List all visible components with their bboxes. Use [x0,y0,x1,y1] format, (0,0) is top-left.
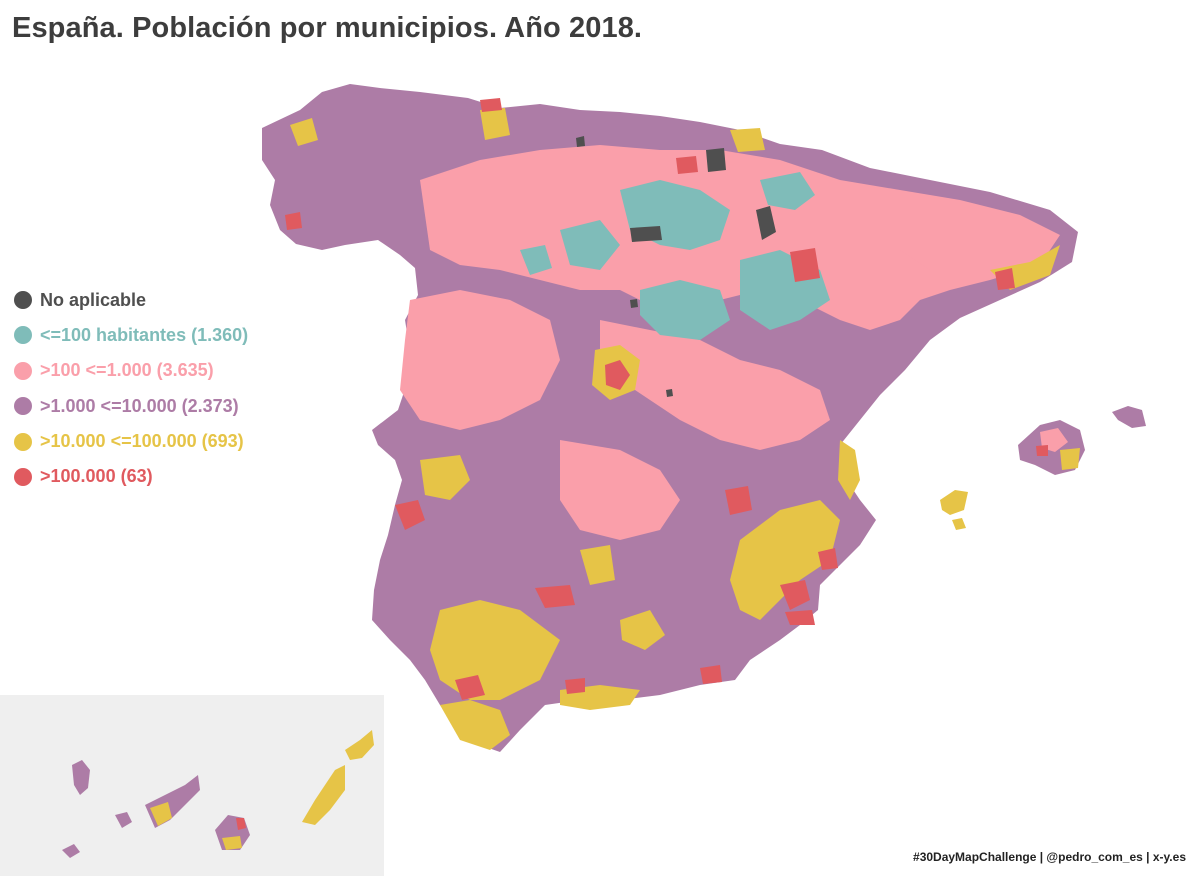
red-region-barcelona [995,268,1015,290]
yellow-region-southeast [730,500,840,620]
red-region-malaga [565,678,585,694]
tenerife-yellow [150,802,172,826]
red-region-sevilla [455,675,485,700]
pink-region-west [400,290,560,430]
yellow-region-bilbao [730,128,765,152]
red-region-murcia [780,580,810,610]
red-region-albacete [725,486,752,515]
red-region-cartagena [785,610,815,625]
legend-item-le100: <=100 habitantes (1.360) [14,323,248,347]
red-region-coruna [285,212,302,230]
gran-canaria-yellow [222,836,242,850]
teal-region-6 [520,245,552,275]
lanzarote [345,730,374,760]
legend-item-100-1000: >100 <=1.000 (3.635) [14,359,248,383]
red-region-vitoria [676,156,698,174]
red-region-badajoz [395,500,425,530]
la-gomera [115,812,132,828]
yellow-region-granada [620,610,665,650]
red-region-asturias [480,98,502,112]
dark-region-3 [630,226,662,242]
dark-region-5 [630,299,638,308]
dark-region-2 [706,148,726,172]
legend-item-gt100000: >100.000 (63) [14,465,248,489]
teal-region-5 [760,172,815,210]
legend-dot-icon [14,397,32,416]
red-region-madrid [605,360,630,390]
fuerteventura [302,765,345,825]
map-legend: No aplicable <=100 habitantes (1.360) >1… [14,288,248,500]
yellow-region-extremadura [420,455,470,500]
legend-label: >100 <=1.000 (3.635) [40,360,214,381]
yellow-region-valencia [838,440,860,500]
legend-label: >1.000 <=10.000 (2.373) [40,395,239,416]
dark-region-6 [666,389,673,397]
map-title: España. Población por municipios. Año 20… [12,12,643,44]
yellow-region-galicia-2 [480,108,510,140]
legend-dot-icon [14,326,32,345]
teal-region-3 [640,280,730,340]
pink-region-east [820,240,930,310]
mallorca-red [1036,445,1048,456]
legend-label: <=100 habitantes (1.360) [40,324,249,345]
el-hierro [62,844,80,858]
teal-region-4 [560,220,620,270]
legend-dot-icon [14,361,32,380]
dark-region-4 [576,136,585,147]
tenerife [145,775,200,828]
legend-item-10000-100000: >10.000 <=100.000 (693) [14,430,248,454]
legend-dot-icon [14,432,32,451]
formentera [952,518,966,530]
pink-region-center [600,320,830,450]
pink-region-south [560,440,680,540]
menorca [1112,406,1146,428]
legend-item-no-aplicable: No aplicable [14,288,248,312]
ibiza [940,490,968,515]
legend-label: No aplicable [40,289,147,310]
la-palma [72,760,90,795]
legend-item-1000-10000: >1.000 <=10.000 (2.373) [14,394,248,418]
yellow-region-cadiz [440,700,510,750]
yellow-region-galicia-1 [290,118,318,146]
red-region-cordoba [535,585,575,608]
credits-text: #30DayMapChallenge | @pedro_com_es | x-y… [913,850,1186,864]
red-region-almeria [700,665,722,684]
yellow-region-south [430,600,560,700]
legend-label: >10.000 <=100.000 (693) [40,431,244,452]
red-region-alicante [818,548,838,570]
yellow-region-ciudad-real [580,545,615,585]
legend-label: >100.000 (63) [40,466,153,487]
red-region-zaragoza [790,248,820,282]
mallorca-yellow [1060,448,1080,470]
gran-canaria-red [236,818,246,830]
dark-region-1 [756,206,776,240]
legend-dot-icon [14,291,32,309]
legend-dot-icon [14,467,32,486]
